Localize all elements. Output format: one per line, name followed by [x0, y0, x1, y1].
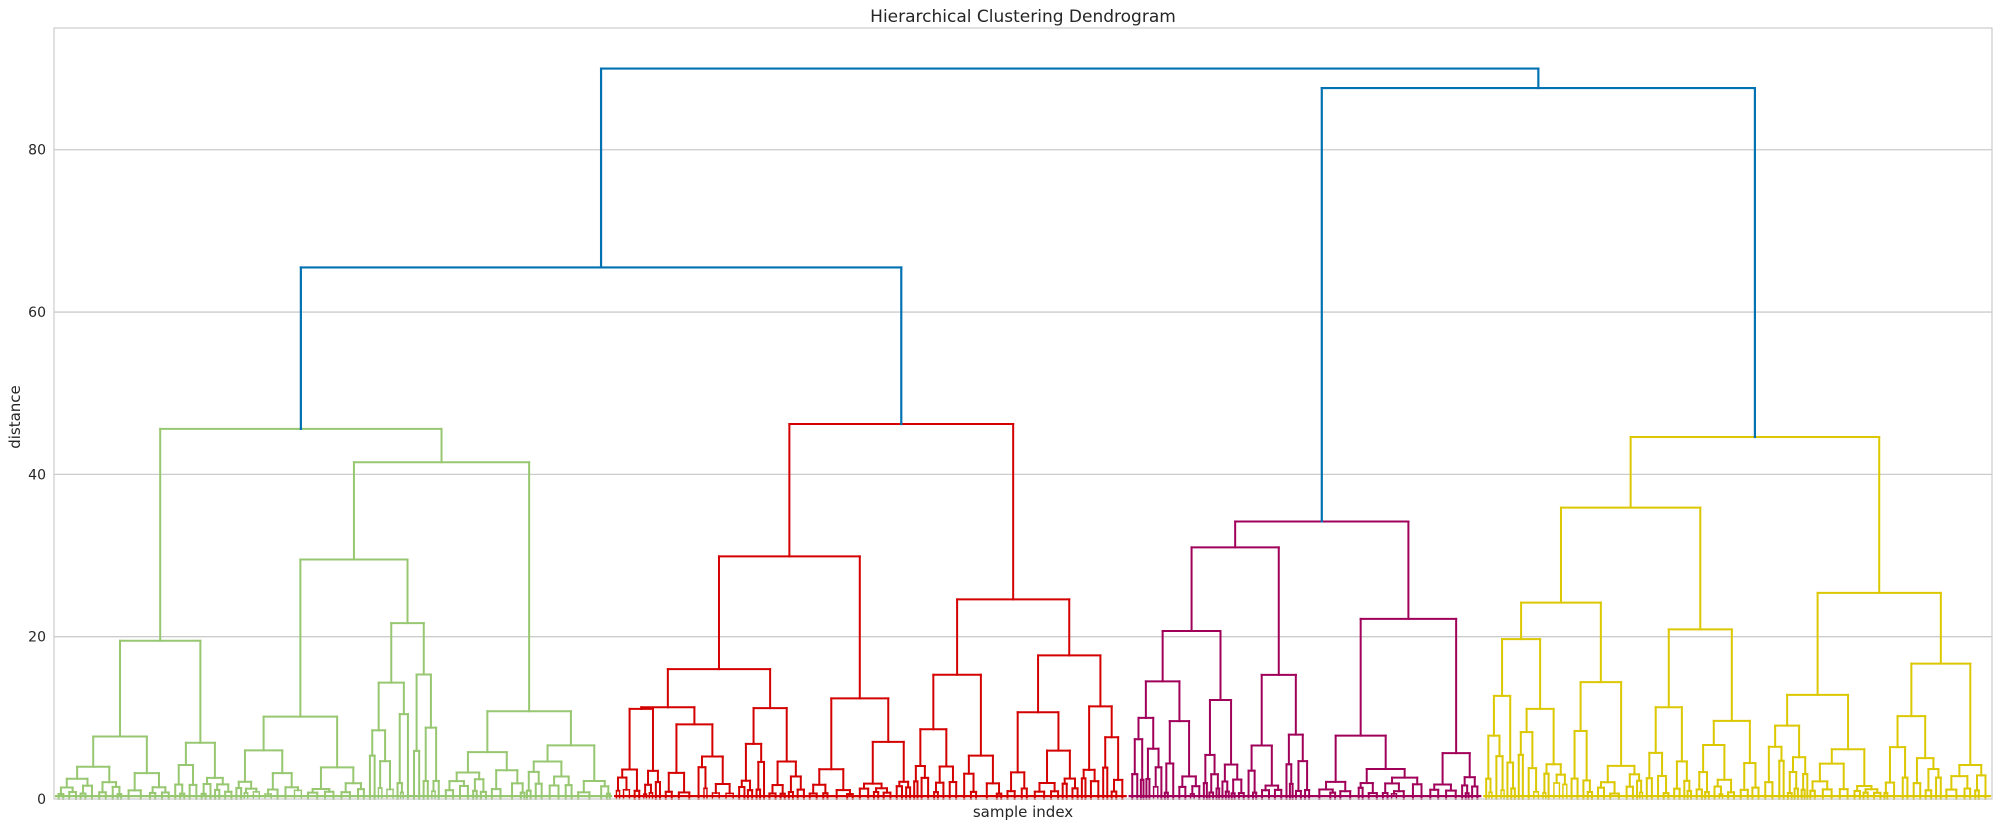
dendrogram-links	[54, 67, 1992, 800]
y-tick-label: 60	[28, 305, 46, 321]
plot-background	[54, 28, 1992, 799]
x-axis-label: sample index	[973, 803, 1073, 821]
chart-title: Hierarchical Clustering Dendrogram	[870, 7, 1176, 27]
y-axis-label: distance	[6, 385, 24, 449]
y-tick-label: 0	[37, 792, 46, 808]
y-tick-label: 20	[28, 630, 46, 646]
plot-frame	[53, 27, 1993, 800]
y-tick-label: 40	[28, 467, 46, 483]
y-tick-labels: 0 20 40 60 80	[28, 143, 46, 808]
y-tick-label: 80	[28, 143, 46, 159]
